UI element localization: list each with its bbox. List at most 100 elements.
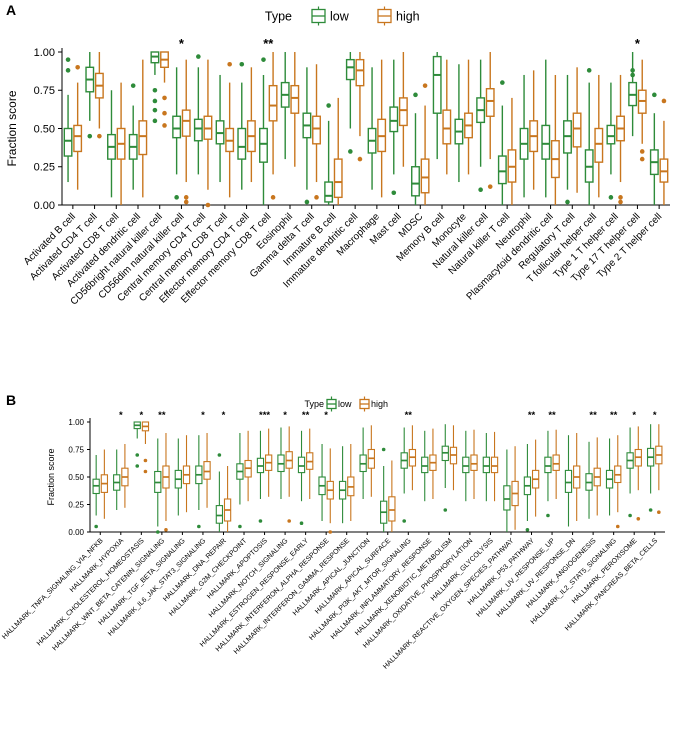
box — [594, 127, 604, 163]
outlier-dot — [155, 530, 160, 534]
outlier-dot — [196, 54, 201, 59]
significance-star: ** — [405, 410, 413, 421]
outlier-dot — [618, 195, 623, 200]
box — [470, 454, 478, 471]
box — [312, 115, 321, 145]
box — [398, 97, 408, 127]
outlier-dot — [258, 519, 263, 523]
outlier-dot — [152, 107, 158, 113]
significance-star: ** — [528, 410, 536, 421]
outlier-dot — [197, 524, 201, 529]
outlier-dot — [97, 133, 102, 139]
panel-b: 0.00 0.25 0.50 0.75 1.00 Fraction score Type lo… — [0, 392, 695, 731]
outlier-dot — [152, 98, 158, 104]
significance-star: * — [119, 410, 123, 421]
significance-star: ** — [302, 410, 310, 421]
outlier-dot — [381, 447, 386, 452]
outlier-dot — [65, 68, 71, 73]
outlier-dot — [75, 65, 80, 70]
outlier-dot — [487, 184, 493, 189]
outlier-dot — [636, 517, 641, 521]
box — [345, 58, 355, 81]
box — [355, 58, 365, 87]
outlier-dot — [657, 510, 661, 514]
outlier-dot — [357, 156, 363, 162]
panel-a-chart: 0.00 0.25 0.50 0.75 1.00 Fraction score Type lo… — [5, 6, 670, 308]
box — [389, 106, 399, 133]
box — [73, 124, 83, 153]
y-tick-label: 1.00 — [68, 418, 84, 427]
box — [564, 469, 573, 493]
outlier-dot — [630, 72, 635, 78]
outlier-dot — [87, 133, 93, 139]
panel-a: 0.00 0.25 0.50 0.75 1.00 Fraction score Type lo… — [5, 6, 670, 308]
legend-entry-label: high — [371, 399, 388, 409]
box — [268, 84, 278, 122]
category-label: HALLMARK_APICAL_SURFACE — [314, 537, 392, 615]
outlier-dot — [162, 123, 167, 128]
box — [503, 485, 511, 511]
y-tick-label: 0.50 — [34, 123, 55, 135]
significance-star: ** — [263, 36, 274, 51]
outlier-dot — [183, 195, 189, 200]
box — [421, 456, 429, 474]
box — [482, 456, 490, 474]
significance-star: * — [283, 410, 287, 421]
outlier-dot — [261, 57, 266, 62]
panel-b-chart: 0.00 0.25 0.50 0.75 1.00 Fraction score Type lo… — [1, 396, 665, 671]
outlier-dot — [205, 202, 211, 208]
outlier-dot — [652, 92, 657, 98]
box — [63, 127, 73, 157]
box — [324, 181, 334, 203]
outlier-dot — [443, 508, 448, 512]
outlier-dot — [639, 156, 645, 162]
outlier-dot — [608, 195, 614, 200]
outlier-dot — [162, 110, 167, 116]
box — [290, 84, 300, 114]
box — [172, 115, 182, 139]
legend-title: Type — [265, 9, 292, 23]
legend-entry-label: low — [338, 399, 352, 409]
significance-star: * — [653, 410, 657, 421]
box — [485, 88, 495, 117]
y-axis-title: Fraction score — [46, 448, 56, 505]
y-axis-title: Fraction score — [5, 90, 19, 166]
y-tick-label: 0.25 — [68, 500, 84, 509]
outlier-dot — [586, 68, 592, 73]
box — [333, 158, 343, 199]
outlier-dot — [391, 190, 397, 196]
box — [552, 454, 560, 471]
outlier-dot — [615, 524, 620, 529]
outlier-dot — [152, 87, 158, 93]
outlier-dot — [628, 513, 632, 518]
y-tick-label: 0.50 — [68, 473, 84, 482]
legend-entry-label: low — [330, 9, 350, 23]
box — [193, 118, 203, 142]
outlier-dot — [422, 83, 428, 88]
outlier-dot — [348, 149, 353, 154]
outlier-dot — [661, 98, 667, 104]
box — [462, 456, 470, 474]
box — [215, 505, 224, 524]
significance-star: *** — [259, 410, 270, 421]
box — [420, 158, 430, 194]
outlier-dot — [217, 453, 222, 457]
panel-a-label: A — [6, 2, 17, 18]
box — [138, 120, 148, 156]
box — [411, 166, 420, 197]
outlier-dot — [65, 57, 71, 62]
outlier-dot — [143, 469, 148, 474]
significance-star: ** — [610, 410, 618, 421]
significance-star: ** — [589, 410, 597, 421]
box — [490, 456, 499, 474]
outlier-dot — [304, 199, 310, 205]
significance-star: ** — [158, 410, 166, 421]
outlier-dot — [143, 458, 148, 463]
outlier-dot — [239, 61, 245, 67]
y-tick-label: 0.25 — [34, 162, 55, 174]
outlier-dot — [135, 464, 140, 468]
box — [442, 109, 452, 145]
outlier-dot — [152, 118, 158, 124]
box — [181, 109, 191, 137]
